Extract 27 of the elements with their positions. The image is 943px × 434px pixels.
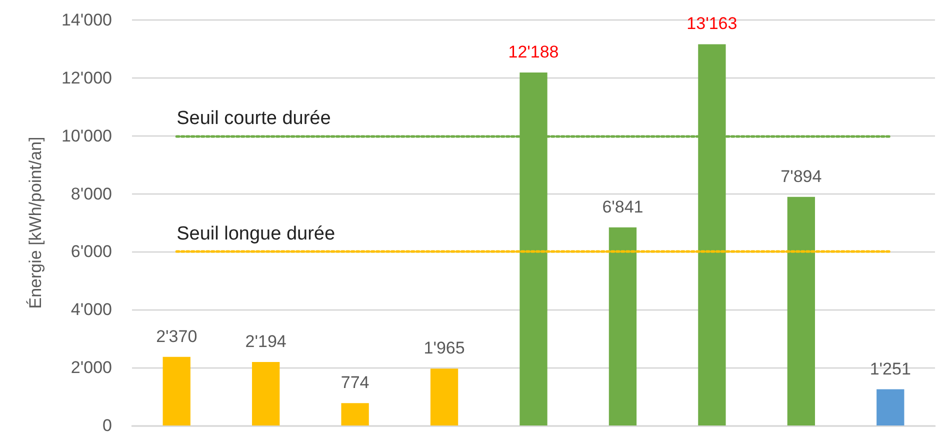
data-label: 2'370 [156, 326, 198, 346]
y-tick-label: 2'000 [70, 358, 112, 378]
bar [162, 356, 190, 426]
data-label: 6'841 [602, 197, 644, 216]
y-tick-label: 4'000 [70, 300, 112, 320]
y-tick-label: 10'000 [61, 126, 112, 146]
data-label: 1'965 [424, 338, 465, 358]
bar [608, 227, 637, 426]
y-tick-label: 14'000 [61, 10, 112, 30]
data-label: 2'194 [245, 332, 286, 351]
bar [252, 362, 280, 426]
data-label: 774 [340, 373, 370, 392]
ref-line-label: Seuil longue durée [176, 224, 336, 245]
y-tick-label: 12'000 [61, 68, 112, 88]
ref-line-label: Seuil courte durée [176, 108, 331, 129]
bar [787, 196, 815, 426]
bar [876, 389, 904, 426]
y-tick-label: 6'000 [70, 242, 112, 262]
y-tick-label: 8'000 [70, 184, 112, 204]
data-label: 1'251 [870, 359, 911, 378]
data-label: 12'188 [508, 42, 559, 62]
bar [341, 403, 369, 426]
bar [430, 368, 458, 426]
y-tick-label: 0 [102, 416, 112, 434]
data-label: 13'163 [686, 14, 738, 34]
data-label: 7'894 [780, 166, 822, 186]
y-axis-title: Énergie [kWh/point/an] [26, 136, 45, 309]
